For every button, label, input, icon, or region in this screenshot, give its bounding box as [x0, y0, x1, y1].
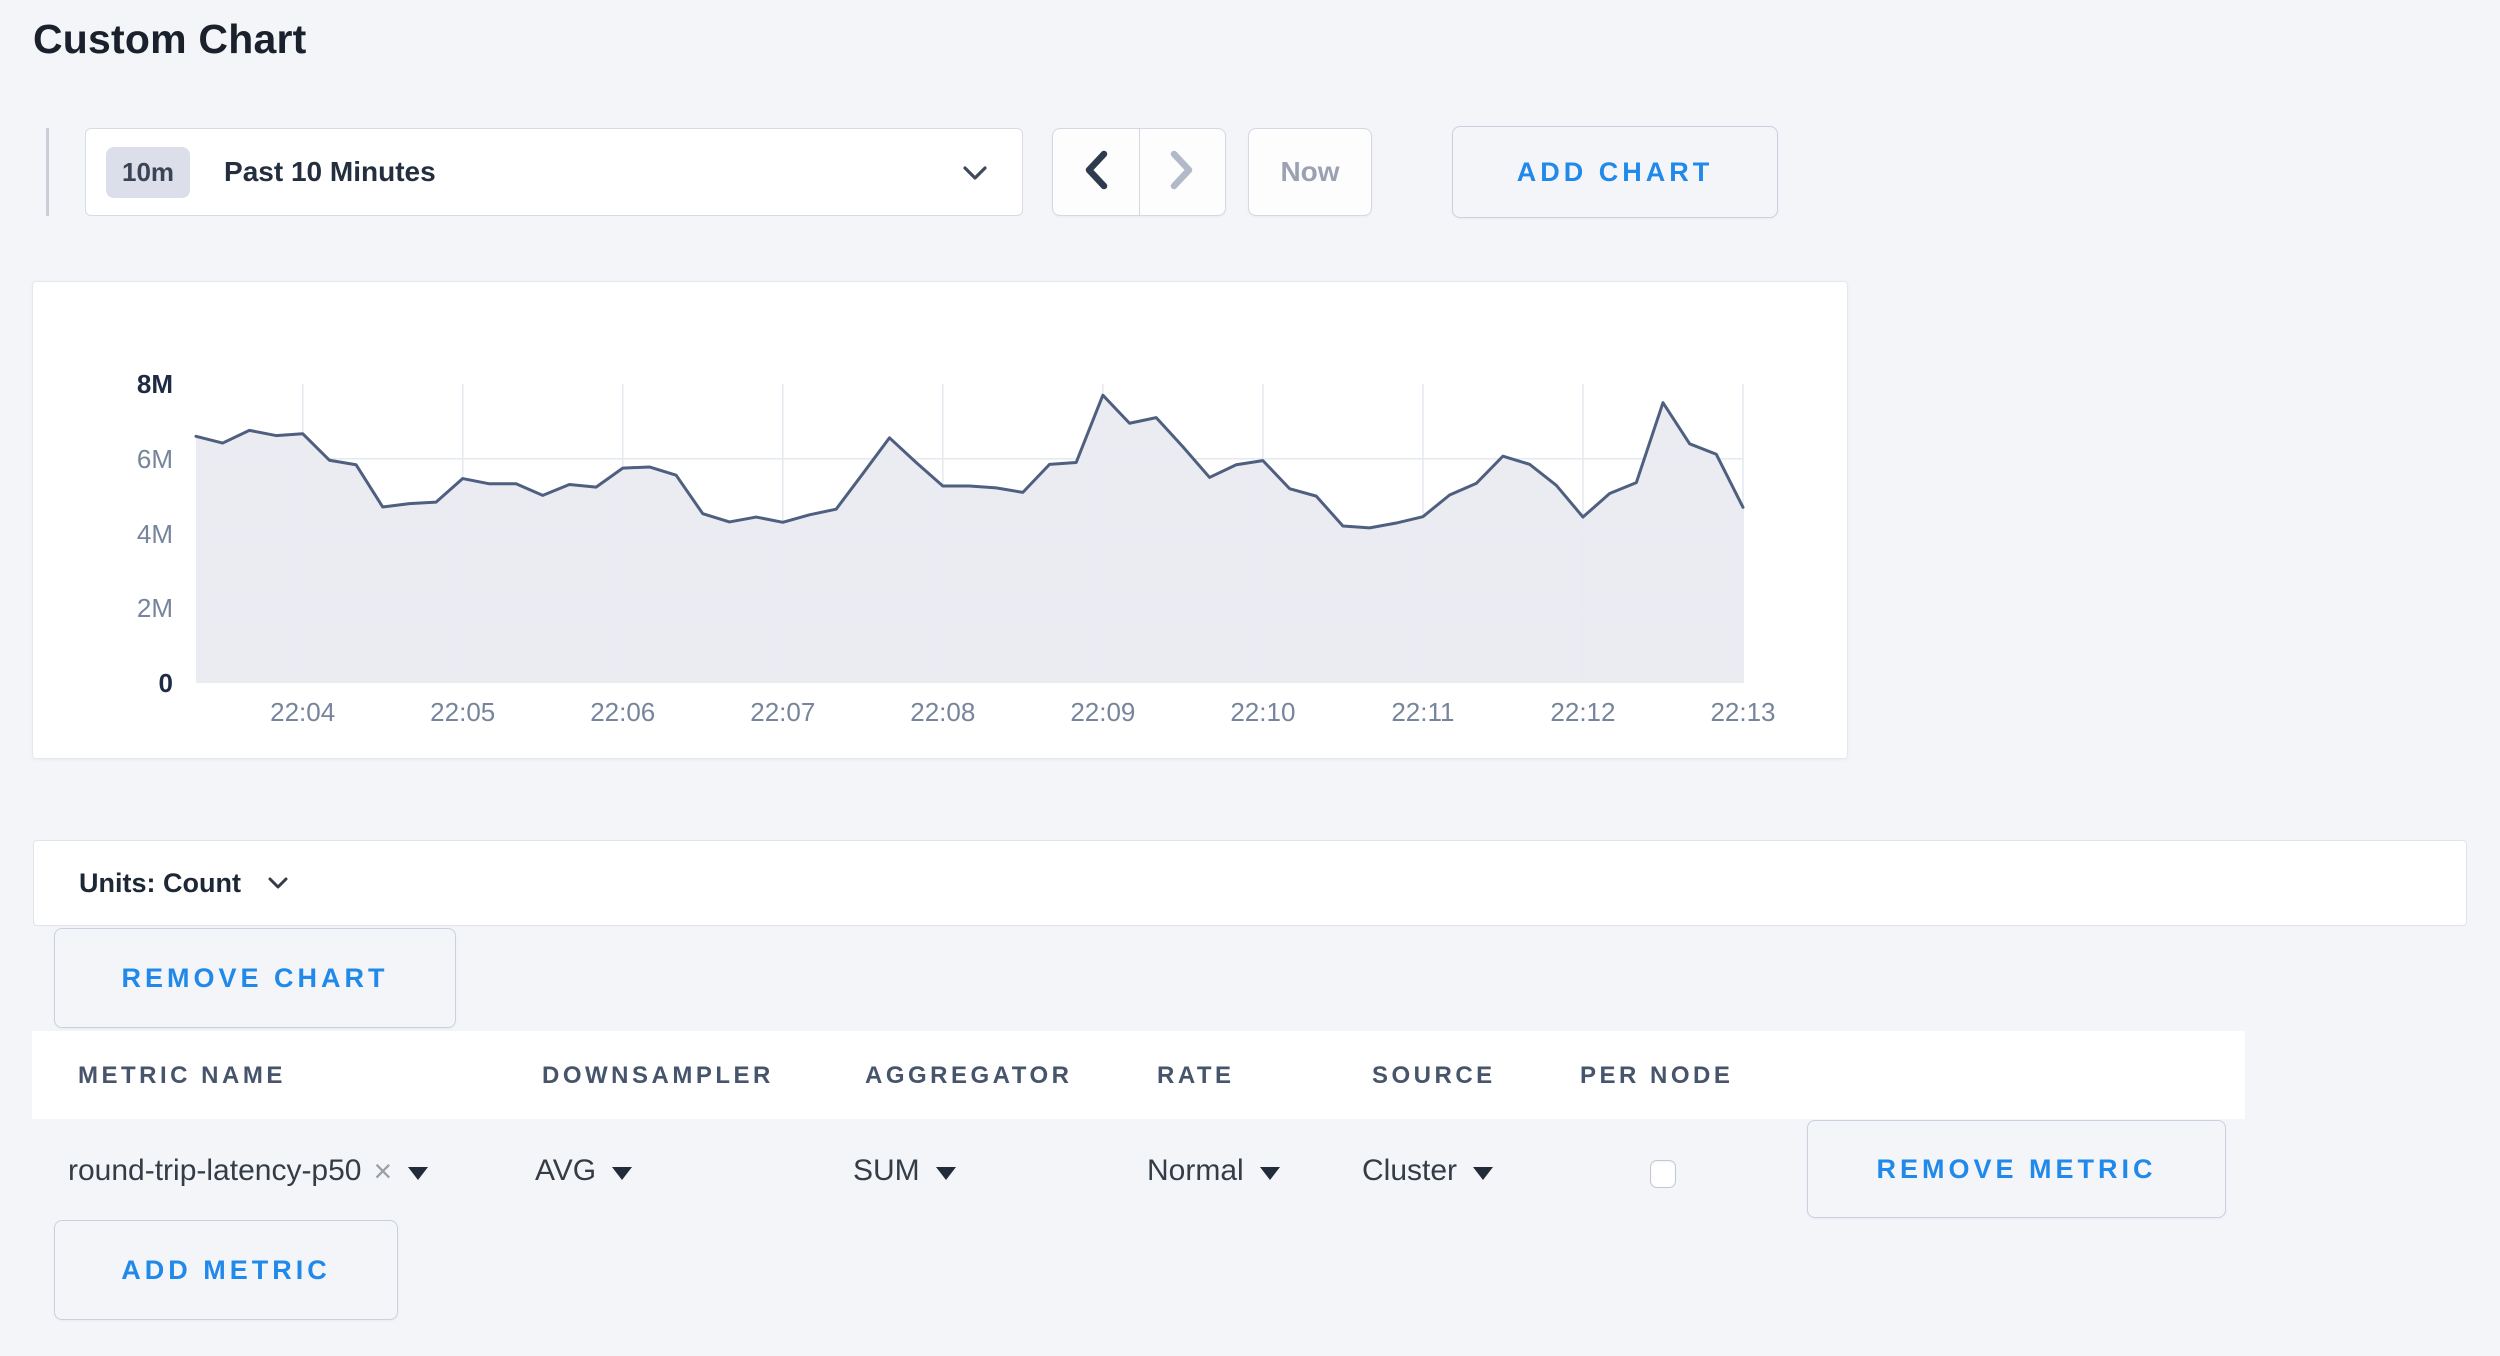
x-axis-tick-label: 22:05: [430, 697, 496, 727]
remove-chart-button[interactable]: REMOVE CHART: [54, 928, 456, 1028]
column-header-source: SOURCE: [1372, 1062, 1496, 1089]
per-node-checkbox[interactable]: [1650, 1160, 1676, 1188]
page-title: Custom Chart: [33, 16, 307, 62]
units-label: Units: Count: [79, 867, 241, 898]
add-chart-button[interactable]: ADD CHART: [1452, 126, 1778, 218]
time-nav-group: [1052, 128, 1226, 216]
source-value: Cluster: [1362, 1154, 1458, 1187]
downsampler-select[interactable]: AVG: [535, 1145, 633, 1197]
caret-down-icon: [612, 1166, 633, 1180]
metric-name-value: round-trip-latency-p50: [68, 1154, 362, 1187]
chart-area-fill: [196, 395, 1743, 683]
units-dropdown[interactable]: Units: Count: [33, 840, 2467, 926]
chevron-right-icon: [1169, 150, 1195, 195]
y-axis-tick-label: 4M: [136, 518, 173, 549]
x-axis-tick-label: 22:07: [750, 697, 816, 727]
x-axis-tick-label: 22:08: [910, 697, 976, 727]
y-axis-tick-label: 0: [158, 668, 173, 698]
metric-name-select[interactable]: round-trip-latency-p50 ×: [68, 1145, 429, 1197]
chevron-left-icon: [1083, 150, 1109, 195]
caret-down-icon: [408, 1166, 429, 1180]
column-header-metric-name: METRIC NAME: [78, 1062, 286, 1089]
y-axis-tick-label: 8M: [136, 369, 173, 399]
x-axis-tick-label: 22:11: [1391, 697, 1455, 727]
x-axis-tick-label: 22:04: [270, 697, 336, 727]
x-axis-tick-label: 22:10: [1230, 697, 1296, 727]
add-metric-button[interactable]: ADD METRIC: [54, 1220, 398, 1320]
x-axis-tick-label: 22:06: [590, 697, 656, 727]
rate-select[interactable]: Normal: [1147, 1145, 1280, 1197]
time-window-badge: 10m: [106, 146, 191, 198]
aggregator-value: SUM: [853, 1154, 920, 1187]
x-axis-tick-label: 22:09: [1070, 697, 1136, 727]
y-axis-tick-label: 2M: [136, 593, 173, 624]
metrics-table-header: METRIC NAME DOWNSAMPLER AGGREGATOR RATE SOUR…: [32, 1031, 2245, 1119]
rate-value: Normal: [1147, 1154, 1244, 1187]
y-axis-tick-label: 6M: [136, 443, 173, 474]
time-window-label: Past 10 Minutes: [224, 156, 436, 187]
x-axis-tick-label: 22:12: [1550, 697, 1616, 727]
chevron-down-icon: [267, 876, 289, 895]
downsampler-value: AVG: [535, 1154, 597, 1187]
now-button[interactable]: Now: [1248, 128, 1372, 216]
caret-down-icon: [935, 1166, 956, 1180]
column-header-downsampler: DOWNSAMPLER: [542, 1062, 774, 1089]
source-select[interactable]: Cluster: [1362, 1145, 1494, 1197]
chart-area-svg: [194, 384, 1745, 683]
remove-metric-button[interactable]: REMOVE METRIC: [1807, 1120, 2226, 1218]
chart-series-line: [194, 393, 1745, 530]
column-header-per-node: PER NODE: [1580, 1062, 1734, 1089]
chart-card: 8M 6M 4M 2M 0 22:04 22:05 22:06 22:07 22:08 22:09 2…: [32, 281, 1848, 759]
x-axis-tick-label: 22:13: [1710, 697, 1776, 727]
caret-down-icon: [1259, 1166, 1280, 1180]
column-header-aggregator: AGGREGATOR: [865, 1062, 1073, 1089]
aggregator-select[interactable]: SUM: [853, 1145, 956, 1197]
chevron-down-icon: [962, 165, 988, 186]
caret-down-icon: [1473, 1166, 1494, 1180]
column-header-rate: RATE: [1157, 1062, 1235, 1089]
toolbar-left-divider: [46, 128, 49, 216]
prev-time-button[interactable]: [1053, 129, 1139, 215]
time-window-dropdown[interactable]: 10m Past 10 Minutes: [85, 128, 1023, 216]
remove-tag-icon[interactable]: ×: [373, 1152, 393, 1189]
next-time-button[interactable]: [1138, 129, 1226, 215]
